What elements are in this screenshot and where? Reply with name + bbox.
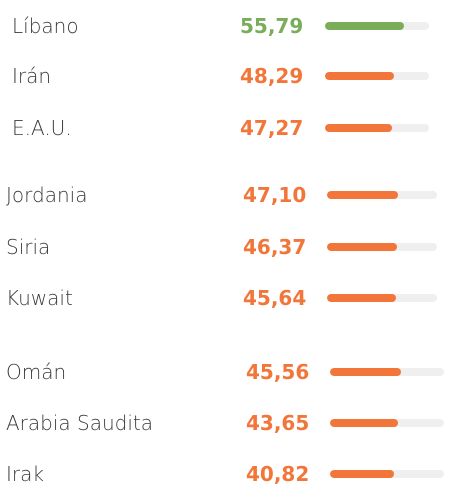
chart-row: Líbano 55,79 <box>0 6 455 46</box>
bar-track <box>330 470 444 478</box>
bar <box>330 470 394 478</box>
chart-row: Kuwait 45,64 <box>0 278 455 318</box>
value-label: 47,10 <box>243 183 307 207</box>
chart-row: Arabia Saudita 43,65 <box>0 403 455 443</box>
category-label: Jordania <box>6 183 88 207</box>
category-label: Arabia Saudita <box>6 411 154 435</box>
bar <box>325 22 404 30</box>
chart-row: Irak 40,82 <box>0 454 455 494</box>
bar-track <box>325 72 429 80</box>
bar <box>327 191 398 199</box>
chart-row: Siria 46,37 <box>0 227 455 267</box>
category-label: Líbano <box>12 14 79 38</box>
category-label: Siria <box>6 235 51 259</box>
bar-track <box>327 294 437 302</box>
category-label: E.A.U. <box>12 116 72 140</box>
value-label: 48,29 <box>240 64 304 88</box>
chart-row: Jordania 47,10 <box>0 175 455 215</box>
category-label: Omán <box>6 360 67 384</box>
bar-track <box>330 368 444 376</box>
category-label: Kuwait <box>6 286 73 310</box>
bar-track <box>330 419 444 427</box>
value-label: 40,82 <box>246 462 310 486</box>
bar <box>325 72 394 80</box>
value-label: 55,79 <box>240 14 304 38</box>
bar-track <box>325 22 429 30</box>
bar-track <box>327 243 437 251</box>
value-label: 46,37 <box>243 235 307 259</box>
bar <box>330 368 401 376</box>
bar-track <box>325 124 429 132</box>
category-label: Irán <box>12 64 52 88</box>
value-label: 45,56 <box>246 360 310 384</box>
bar <box>325 124 392 132</box>
value-label: 43,65 <box>246 411 310 435</box>
bar-track <box>327 191 437 199</box>
chart-row: Irán 48,29 <box>0 56 455 96</box>
value-label: 45,64 <box>243 286 307 310</box>
chart-row: Omán 45,56 <box>0 352 455 392</box>
chart-row: E.A.U. 47,27 <box>0 108 455 148</box>
bar <box>327 294 396 302</box>
value-label: 47,27 <box>240 116 304 140</box>
bar <box>327 243 397 251</box>
category-label: Irak <box>6 462 44 486</box>
bar <box>330 419 398 427</box>
